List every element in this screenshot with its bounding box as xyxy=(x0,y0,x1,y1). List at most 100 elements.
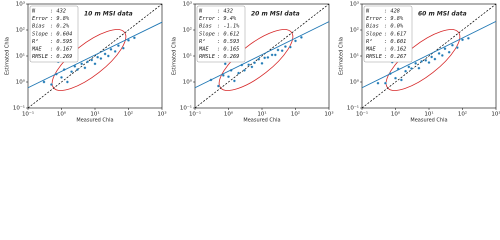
point xyxy=(440,54,444,57)
point xyxy=(424,59,428,62)
stat-value: : 0.167 xyxy=(50,47,73,53)
point xyxy=(60,76,63,79)
x-tick-label: 10¹ xyxy=(424,111,433,118)
point xyxy=(427,61,431,64)
y-tick-label: 10¹ xyxy=(183,53,192,60)
x-tick-label: 10¹ xyxy=(90,111,99,118)
stat-value: : -1.1% xyxy=(217,24,240,30)
point xyxy=(266,56,270,59)
x-tick-label: 10² xyxy=(458,111,467,118)
point xyxy=(273,53,277,57)
point xyxy=(300,36,303,39)
stat-value: : 9.8% xyxy=(50,16,70,22)
point xyxy=(96,55,100,59)
fit-line xyxy=(361,20,497,89)
stat-label: Slope xyxy=(366,31,382,37)
point xyxy=(227,75,230,79)
y-tick-label: 10⁰ xyxy=(350,79,360,86)
stat-value: : 9.8% xyxy=(384,16,404,22)
y-tick-label: 10⁻¹ xyxy=(180,105,192,112)
stat-value: : 0.269 xyxy=(50,54,72,60)
stat-value: : 0.604 xyxy=(50,31,72,37)
point xyxy=(66,80,69,84)
point xyxy=(455,46,459,49)
stat-label: Error xyxy=(32,16,49,22)
point xyxy=(257,57,261,61)
y-tick-label: 10² xyxy=(16,27,25,34)
point xyxy=(260,62,264,65)
figure: 10⁻¹ 10⁰ 10¹ 10² 10³ 10⁻¹ 10⁰ 10¹ 10² 10³ Measured… xyxy=(5,1,500,124)
density-contour xyxy=(51,29,127,91)
y-tick-label: 10² xyxy=(183,27,192,34)
point xyxy=(253,61,256,65)
point xyxy=(447,50,451,54)
x-tick-label: 10¹ xyxy=(257,111,266,118)
stat-value: : 0.2% xyxy=(50,24,70,30)
x-tick-label: 10³ xyxy=(491,111,500,118)
point xyxy=(384,81,387,85)
x-tick-label: 10² xyxy=(291,111,300,118)
stat-value: : 0.269 xyxy=(217,54,239,60)
stat-label: MAE xyxy=(365,47,376,53)
stat-value: : 428 xyxy=(384,9,400,15)
stat-label: R² xyxy=(32,38,38,45)
point xyxy=(414,62,418,65)
y-tick-label: 10¹ xyxy=(16,53,25,60)
point xyxy=(99,57,103,60)
x-tick-label: 10³ xyxy=(324,111,333,118)
point xyxy=(103,52,107,56)
stat-label: R² xyxy=(366,38,372,45)
stat-value: : 0.162 xyxy=(384,47,406,53)
point xyxy=(223,62,227,66)
point xyxy=(80,62,84,66)
stat-label: MAE xyxy=(198,47,209,53)
stat-label: Bias xyxy=(366,24,379,30)
stat-value: : 0.593 xyxy=(217,39,239,45)
point xyxy=(410,67,413,70)
point xyxy=(263,56,267,60)
point xyxy=(276,48,280,52)
x-axis-label: Measured Chla xyxy=(243,118,280,124)
point xyxy=(280,49,284,53)
point xyxy=(243,69,246,72)
point xyxy=(394,76,397,80)
point xyxy=(376,81,380,85)
fit-line xyxy=(194,21,330,89)
stat-value: : 432 xyxy=(50,9,66,15)
point xyxy=(433,57,437,61)
point xyxy=(430,55,434,59)
y-axis-label: Estimated Chla xyxy=(5,37,11,75)
point xyxy=(83,66,87,70)
stat-value: : 0.165 xyxy=(217,47,239,53)
stat-label: Slope xyxy=(32,31,48,37)
x-tick-label: 10² xyxy=(124,111,133,118)
point xyxy=(451,43,454,47)
stat-label: Bias xyxy=(199,24,212,30)
x-axis-label: Measured Chla xyxy=(410,118,447,124)
point xyxy=(294,39,297,43)
point xyxy=(106,54,110,58)
point xyxy=(250,65,254,69)
stat-label: R² xyxy=(199,38,205,45)
point xyxy=(284,45,287,48)
point xyxy=(86,60,89,64)
point xyxy=(127,38,130,42)
stat-label: RMSLE xyxy=(366,54,383,60)
stats-box xyxy=(363,5,413,63)
point xyxy=(417,66,421,70)
point xyxy=(247,63,251,67)
y-axis-label: Estimated Chla xyxy=(172,37,178,75)
point xyxy=(113,50,117,53)
point xyxy=(288,45,292,49)
stat-label: N xyxy=(31,9,36,15)
stats-box xyxy=(196,5,246,63)
point xyxy=(133,36,136,40)
stat-label: RMSLE xyxy=(32,54,49,60)
point xyxy=(270,53,274,57)
y-axis-label: Estimated Chla xyxy=(339,37,345,75)
one-to-one-line xyxy=(27,3,163,109)
point xyxy=(217,84,220,88)
stat-label: RMSLE xyxy=(199,54,216,60)
stat-value: : 0.601 xyxy=(384,39,406,45)
point xyxy=(237,71,240,75)
